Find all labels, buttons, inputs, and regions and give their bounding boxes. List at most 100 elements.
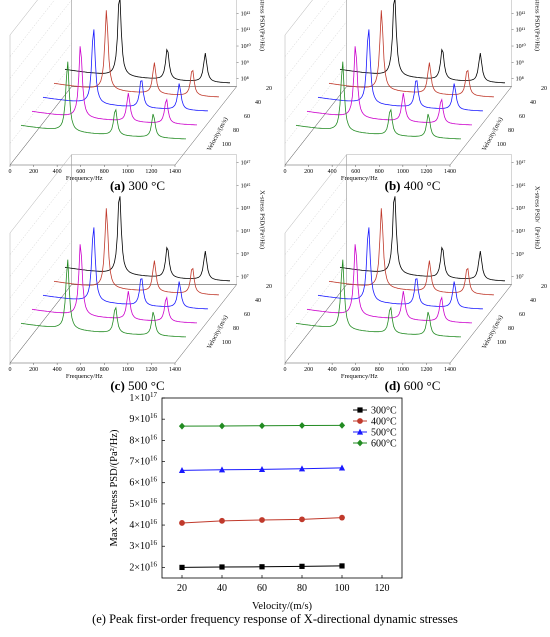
floor: [9, 284, 238, 364]
psd-curve-v100: [295, 259, 461, 338]
z-axis-label: X-stress PSD/（Pa²/Hz）: [534, 186, 542, 254]
data-point: [339, 514, 345, 521]
plot-frame: [161, 397, 403, 579]
x-tick-label: 80: [297, 583, 307, 594]
x-tick-label: 600: [76, 367, 85, 373]
psd-curve-v20: [64, 0, 230, 84]
z-tick-label: 10¹¹: [516, 229, 526, 235]
data-point: [179, 520, 185, 526]
x-tick-label: 1400: [169, 169, 181, 175]
data-point: [298, 465, 306, 472]
line-chart-e-svg: 20 40 60 80 100 120 Velocity/(m/s) 2×1016 3×1016…: [92, 391, 458, 626]
grid-line: [284, 43, 347, 122]
grid-line: [9, 43, 72, 122]
data-point: [219, 517, 225, 524]
caption-a: (a) 300 °C: [109, 178, 166, 193]
x-tick-label: 400: [328, 169, 337, 175]
data-point: [258, 422, 266, 430]
x-tick-label: 60: [257, 583, 267, 594]
z-tick-label: 10¹³: [241, 206, 251, 212]
y-tick-label: 4×1016: [129, 518, 157, 531]
psd-curve-v60: [42, 227, 209, 310]
chart-e-caption: (e) Peak first-order frequency response …: [92, 612, 458, 626]
x-tick-label: 200: [29, 367, 38, 373]
y-tick-label: 5×1016: [129, 497, 157, 510]
data-point: [259, 564, 265, 570]
velocity-tick-label: 80: [508, 128, 514, 134]
z-axis-label: X-stress PSD/(Pa²/Hz): [259, 0, 266, 51]
z-tick-label: 10¹⁵: [516, 183, 526, 189]
psd-curve-v80: [306, 244, 472, 324]
legend-label: 500°C: [371, 428, 397, 439]
floor: [284, 284, 513, 364]
z-tick-label: 10¹⁰: [241, 43, 252, 50]
grid-line: [284, 0, 347, 79]
z-tick-label: 10⁹: [241, 252, 249, 258]
panel-c: 0 200 400 600 800 1000 1200 1400 Frequency/Hz 20 4…: [0, 154, 275, 393]
velocity-tick-label: 40: [255, 298, 261, 304]
grid-line: [9, 21, 72, 101]
waterfall-plot-b: 0 200 400 600 800 1000 1200 1400 Frequency/Hz 20 4…: [284, 0, 547, 182]
x-tick-label: 800: [375, 367, 384, 373]
x-tick-label: 1000: [122, 169, 134, 175]
velocity-tick-label: 80: [233, 128, 239, 134]
caption-c: (c) 500 °C: [110, 378, 165, 393]
z-tick-label: 10⁹: [516, 60, 524, 66]
x-tick-label: 1400: [444, 169, 456, 175]
z-tick-label: 10⁸: [241, 77, 249, 83]
x-tick-label: 100: [335, 583, 350, 594]
x-tick-label: 0: [284, 367, 287, 373]
psd-curve-v100: [20, 259, 186, 338]
z-tick-label: 10¹³: [516, 0, 526, 1]
velocity-tick-label: 60: [244, 114, 250, 120]
grid-line: [9, 0, 72, 79]
psd-curve-v100: [295, 61, 461, 140]
data-point: [357, 407, 363, 413]
psd-curve-v80: [31, 244, 197, 324]
grid-line: [9, 219, 72, 299]
side-wall: [284, 0, 347, 166]
x-tick-label: 400: [328, 367, 337, 373]
velocity-tick-label: 40: [255, 100, 261, 106]
x-tick-label: 600: [76, 169, 85, 175]
x-tick-label: 800: [375, 169, 384, 175]
psd-curve-v60: [317, 29, 484, 112]
x-tick-label: 200: [304, 367, 313, 373]
y-tick-label: 7×1016: [129, 455, 157, 468]
x-tick-label: 120: [375, 583, 390, 594]
waterfall-plot-a: 0 200 400 600 800 1000 1200 1400 Frequency/Hz 20 4…: [9, 0, 272, 182]
velocity-tick-label: 100: [497, 142, 506, 148]
x-tick-label: 40: [217, 583, 227, 594]
x-tick-label: 1000: [397, 169, 409, 175]
x-tick-label: 1200: [145, 367, 157, 373]
x-tick-label: 200: [304, 169, 313, 175]
y-tick-label: 9×1016: [129, 412, 157, 425]
data-point: [356, 439, 364, 447]
x-tick-label: 400: [53, 169, 62, 175]
z-tick-label: 10¹¹: [241, 28, 251, 34]
psd-curve-v40: [328, 10, 495, 98]
x-tick-label: 0: [9, 367, 12, 373]
z-axis-label: X-stress PSD/(Pa²/Hz): [534, 0, 541, 51]
x-tick-label: 20: [177, 583, 187, 594]
panel-a: 0 200 400 600 800 1000 1200 1400 Frequency/Hz 20 4…: [0, 0, 275, 195]
legend-label: 400°C: [371, 417, 397, 428]
psd-curve-v80: [306, 46, 472, 126]
x-axis-label: Frequency/Hz: [341, 175, 378, 182]
line-chart-e: 20 40 60 80 100 120 Velocity/(m/s) 2×1016 3×1016…: [0, 390, 550, 632]
velocity-tick-label: 40: [530, 298, 536, 304]
x-tick-label: 0: [284, 169, 287, 175]
floor: [284, 86, 513, 166]
x-axis-label: Frequency/Hz: [66, 373, 103, 380]
legend-label: 300°C: [371, 406, 397, 417]
data-point: [339, 563, 345, 569]
x-tick-label: 1000: [122, 367, 134, 373]
y-axis-label: Max X-stress PSD/(Pa²/Hz): [109, 429, 120, 546]
velocity-tick-label: 100: [222, 340, 231, 346]
psd-curve-v60: [317, 227, 484, 310]
psd-curve-v40: [328, 208, 495, 296]
psd-curve-v100: [20, 61, 186, 140]
x-axis-label: Frequency/Hz: [66, 175, 103, 182]
z-tick-label: 10⁸: [516, 77, 524, 83]
velocity-tick-label: 100: [497, 340, 506, 346]
